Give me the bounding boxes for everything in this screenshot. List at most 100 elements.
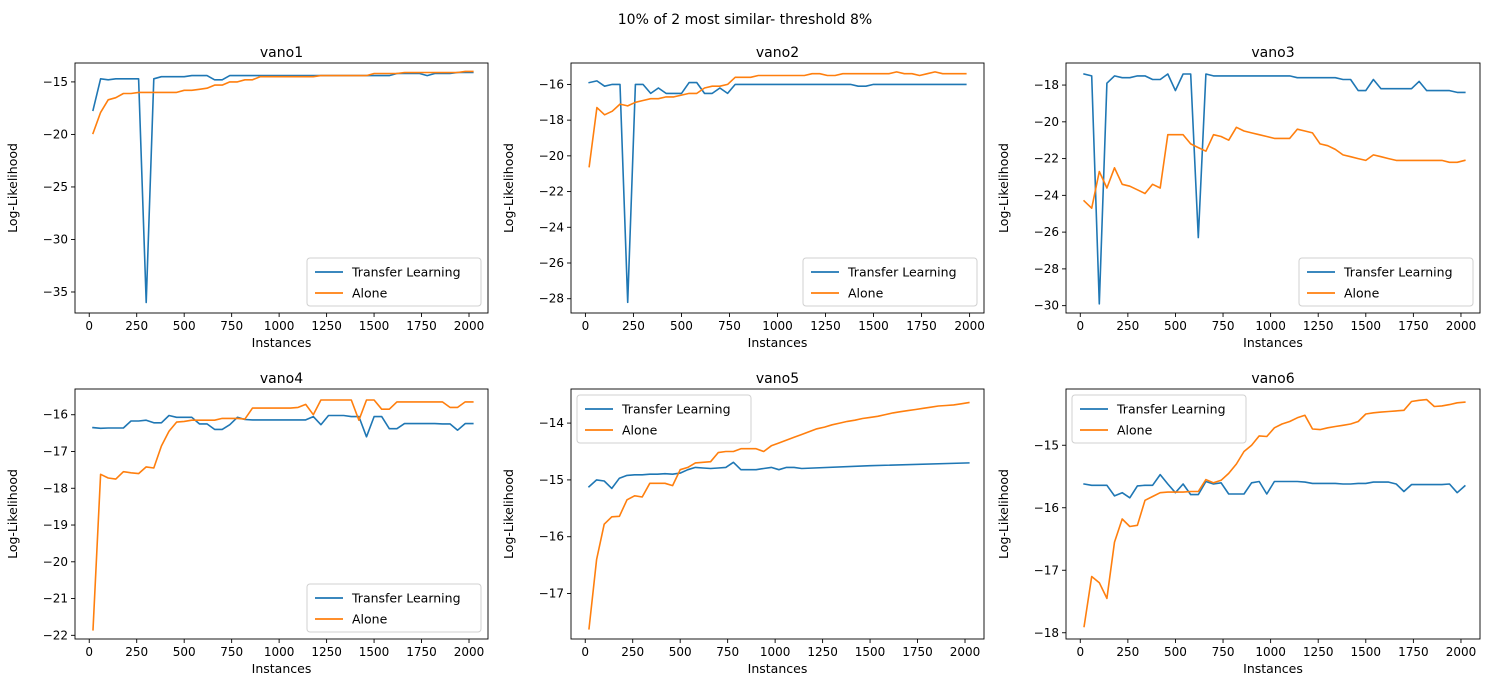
subplot-title: vano6 bbox=[1251, 371, 1294, 387]
x-tick-label: 1250 bbox=[1303, 645, 1334, 659]
y-tick-label: −25 bbox=[43, 180, 68, 194]
x-tick-label: 0 bbox=[1076, 645, 1084, 659]
legend-box bbox=[1071, 394, 1247, 444]
legend: Transfer Learning Alone bbox=[1298, 257, 1474, 307]
y-tick-label: −16 bbox=[539, 77, 564, 91]
x-tick-label: 750 bbox=[1212, 319, 1235, 333]
subplot-vano5: vano5 0 250 500 750 1000 1250 1500 1750 2000 −17 −1… bbox=[501, 371, 985, 676]
y-tick-label: −24 bbox=[1034, 188, 1059, 202]
legend-label: Transfer Learning bbox=[351, 265, 461, 280]
series-line-transfer-learning bbox=[587, 461, 970, 490]
x-tick-label: 2000 bbox=[1446, 645, 1477, 659]
x-tick-label: 2000 bbox=[1446, 319, 1477, 333]
y-axis-label: Log-Likelihood bbox=[501, 143, 516, 233]
legend-box bbox=[306, 257, 482, 307]
y-tick-label: −16 bbox=[539, 530, 564, 544]
y-tick-label: −18 bbox=[539, 113, 564, 127]
x-axis-label: Instances bbox=[252, 335, 312, 350]
legend-label: Transfer Learning bbox=[1116, 402, 1226, 417]
x-tick-label: 250 bbox=[1116, 645, 1139, 659]
x-tick-label: 1250 bbox=[807, 645, 838, 659]
x-tick-label: 1750 bbox=[906, 319, 937, 333]
x-tick-label: 250 bbox=[125, 319, 148, 333]
y-tick-label: −30 bbox=[43, 232, 68, 246]
y-tick-label: −20 bbox=[1034, 115, 1059, 129]
x-tick-label: 1250 bbox=[1303, 319, 1334, 333]
y-tick-label: −20 bbox=[43, 127, 68, 141]
y-tick-label: −20 bbox=[43, 555, 68, 569]
y-tick-label: −21 bbox=[43, 592, 68, 606]
y-axis-label: Log-Likelihood bbox=[5, 143, 20, 233]
x-tick-label: 2000 bbox=[954, 319, 985, 333]
x-tick-label: 1750 bbox=[902, 645, 933, 659]
y-axis-label: Log-Likelihood bbox=[996, 143, 1011, 233]
x-tick-label: 500 bbox=[670, 319, 693, 333]
legend-label: Alone bbox=[352, 612, 388, 627]
subplot-title: vano1 bbox=[260, 45, 303, 61]
legend-label: Alone bbox=[352, 286, 388, 301]
y-tick-label: −14 bbox=[539, 416, 564, 430]
y-axis-label: Log-Likelihood bbox=[501, 469, 516, 559]
subplot-title: vano2 bbox=[756, 45, 799, 61]
axes-frame bbox=[570, 388, 985, 640]
x-tick-label: 2000 bbox=[950, 645, 981, 659]
y-tick-label: −19 bbox=[43, 518, 68, 532]
x-tick-label: 1500 bbox=[855, 645, 886, 659]
x-tick-label: 750 bbox=[716, 645, 739, 659]
x-tick-label: 1000 bbox=[264, 319, 295, 333]
subplot-vano2: vano2 0 250 500 750 1000 1250 1500 1750 2000 −28 −2… bbox=[501, 45, 985, 350]
legend-label: Transfer Learning bbox=[847, 265, 957, 280]
legend-label: Alone bbox=[622, 423, 658, 438]
series-line-transfer-learning bbox=[1083, 473, 1466, 499]
x-tick-label: 0 bbox=[85, 319, 93, 333]
y-axis-label: Log-Likelihood bbox=[5, 469, 20, 559]
x-tick-label: 0 bbox=[85, 645, 93, 659]
series-line-transfer-learning bbox=[588, 80, 967, 304]
x-tick-label: 1500 bbox=[1351, 645, 1382, 659]
y-tick-label: −16 bbox=[1034, 501, 1059, 515]
x-tick-label: 500 bbox=[1164, 319, 1187, 333]
subplot-vano4: vano4 0 250 500 750 1000 1250 1500 1750 2000 −22 −2… bbox=[5, 371, 489, 676]
x-tick-label: 0 bbox=[582, 319, 590, 333]
y-tick-label: −16 bbox=[43, 408, 68, 422]
y-tick-label: −22 bbox=[1034, 152, 1059, 166]
x-tick-label: 750 bbox=[220, 319, 243, 333]
axes-frame bbox=[74, 62, 489, 314]
y-tick-label: −17 bbox=[1034, 563, 1059, 577]
x-tick-label: 250 bbox=[622, 319, 645, 333]
series-line-alone bbox=[1083, 398, 1466, 628]
series-line-alone bbox=[91, 70, 474, 135]
x-tick-label: 750 bbox=[1212, 645, 1235, 659]
legend-label: Transfer Learning bbox=[351, 591, 461, 606]
y-tick-label: −35 bbox=[43, 285, 68, 299]
axes-frame bbox=[1065, 62, 1481, 314]
x-tick-label: 250 bbox=[1116, 319, 1139, 333]
x-tick-label: 250 bbox=[621, 645, 644, 659]
legend-label: Alone bbox=[1344, 286, 1380, 301]
y-tick-label: −20 bbox=[539, 149, 564, 163]
subplot-title: vano5 bbox=[756, 371, 799, 387]
series-line-alone bbox=[588, 71, 967, 168]
series-line-transfer-learning bbox=[92, 71, 474, 304]
x-tick-label: 500 bbox=[669, 645, 692, 659]
y-tick-label: −17 bbox=[43, 445, 68, 459]
y-tick-label: −28 bbox=[539, 292, 564, 306]
x-tick-label: 1000 bbox=[1255, 319, 1286, 333]
x-tick-label: 1250 bbox=[810, 319, 841, 333]
x-tick-label: 500 bbox=[173, 319, 196, 333]
legend-label: Transfer Learning bbox=[1343, 265, 1453, 280]
legend: Transfer Learning Alone bbox=[306, 583, 482, 633]
subplot-title: vano3 bbox=[1251, 45, 1294, 61]
legend-label: Alone bbox=[1117, 423, 1153, 438]
x-tick-label: 1000 bbox=[264, 645, 295, 659]
subplot-vano3: vano3 0 250 500 750 1000 1250 1500 1750 2000 −30 −2… bbox=[996, 45, 1481, 350]
legend: Transfer Learning Alone bbox=[1071, 394, 1247, 444]
series-line-transfer-learning bbox=[1083, 73, 1466, 305]
y-tick-label: −26 bbox=[1034, 225, 1059, 239]
x-tick-label: 2000 bbox=[454, 319, 485, 333]
x-tick-label: 750 bbox=[220, 645, 243, 659]
y-tick-label: −24 bbox=[539, 220, 564, 234]
x-tick-label: 1500 bbox=[359, 645, 390, 659]
subplot-vano1: vano1 0 250 500 750 1000 1250 1500 1750 2000 −35 −3… bbox=[5, 45, 489, 350]
